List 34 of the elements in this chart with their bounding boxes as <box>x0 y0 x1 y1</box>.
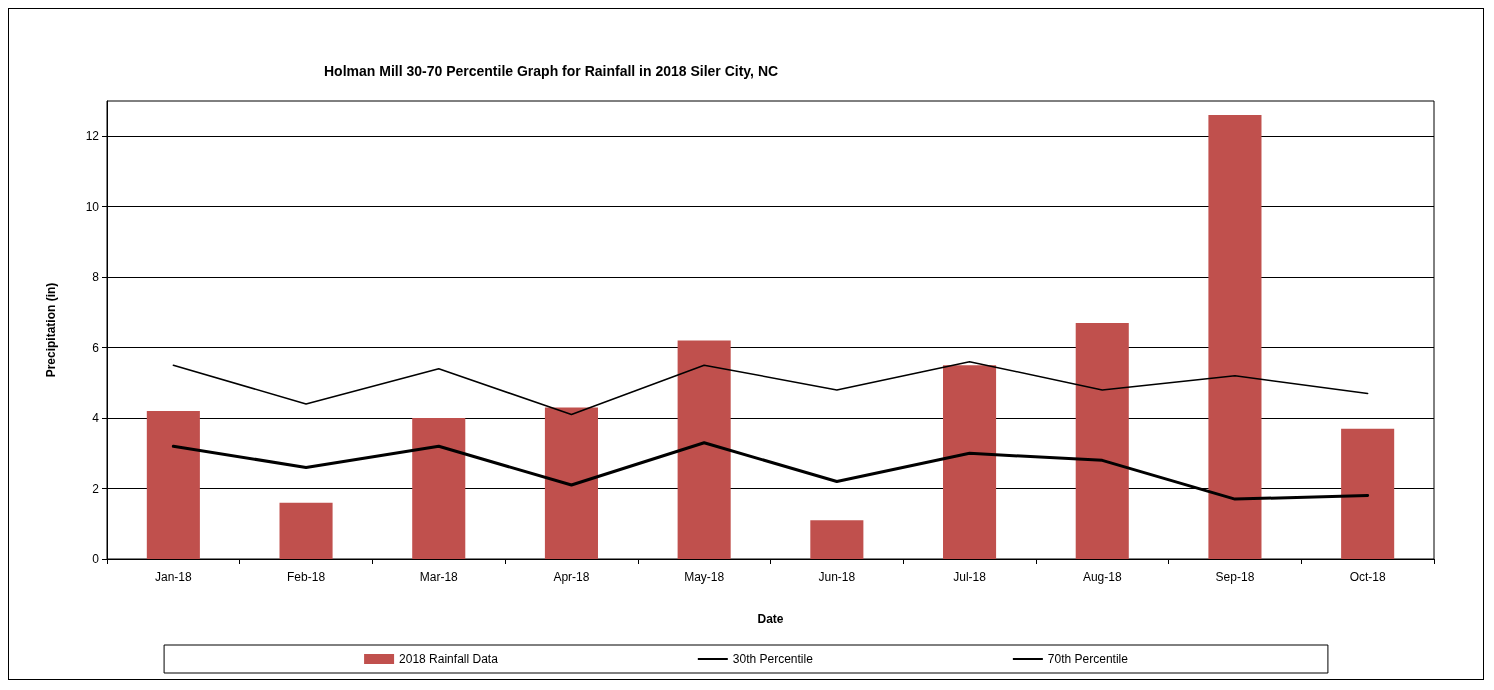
legend-label: 70th Percentile <box>1047 652 1129 666</box>
legend-label: 30th Percentile <box>732 652 814 666</box>
x-tick-label: Jan-18 <box>155 570 193 584</box>
x-axis-title: Date <box>757 612 784 626</box>
y-axis-title: Precipitation (in) <box>44 282 58 378</box>
bar <box>1075 322 1129 559</box>
line-series <box>172 360 1369 416</box>
bar <box>544 407 598 559</box>
bar <box>146 411 200 559</box>
bar <box>943 365 997 559</box>
x-tick-label: Apr-18 <box>553 570 590 584</box>
y-tick-label: 12 <box>85 129 100 144</box>
y-tick-label: 2 <box>92 481 100 496</box>
x-tick-label: Oct-18 <box>1349 570 1386 584</box>
x-tick-label: Jul-18 <box>953 570 987 584</box>
bar <box>677 340 731 559</box>
bar <box>412 418 466 559</box>
x-tick-label: May-18 <box>684 570 725 584</box>
y-tick-label: 4 <box>92 411 100 426</box>
chart-title: Holman Mill 30-70 Percentile Graph for Rainfall in 2018 Siler City, NC <box>324 63 779 79</box>
x-tick-label: Sep-18 <box>1215 570 1255 584</box>
x-tick-label: Mar-18 <box>419 570 459 584</box>
bar <box>1208 115 1262 559</box>
y-tick-label: 0 <box>92 552 100 566</box>
y-tick-label: 10 <box>85 199 100 214</box>
bar <box>810 520 864 559</box>
x-tick-label: Aug-18 <box>1082 570 1122 584</box>
x-tick-label: Jun-18 <box>818 570 856 584</box>
bar <box>279 502 333 559</box>
y-tick-label: 8 <box>92 270 100 285</box>
legend-label: 2018 Rainfall Data <box>399 652 499 666</box>
x-tick-label: Feb-18 <box>287 570 326 584</box>
bar <box>1341 428 1395 559</box>
y-tick-label: 6 <box>92 340 100 355</box>
